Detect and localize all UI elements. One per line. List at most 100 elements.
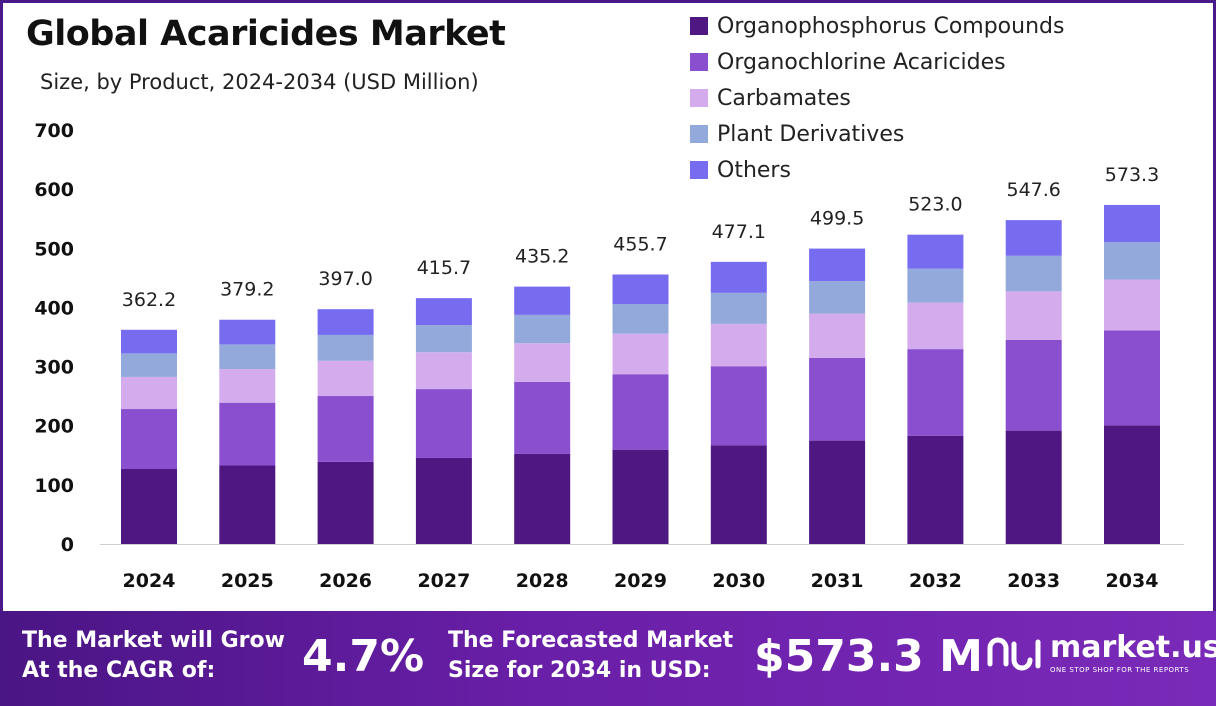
y-tick-label: 400 [34,297,74,319]
bar-total-label: 547.6 [1006,179,1060,201]
bar-segment-plant-derivatives [1005,255,1062,292]
bar-segment-organochlorine-acaricides [514,381,571,454]
forecast-label-line2: Size for 2034 in USD: [448,658,711,683]
bar-segment-organochlorine-acaricides [415,389,472,458]
bar-segment-plant-derivatives [121,353,177,377]
logo-tagline: ONE STOP SHOP FOR THE REPORTS [1050,666,1190,674]
bar-total-label: 435.2 [515,246,569,268]
bar-segment-others [1005,220,1062,256]
market-us-logo-icon [987,637,1041,670]
bar-segment-organophosphorus-compounds [1005,430,1062,544]
bar-segment-plant-derivatives [1104,242,1160,280]
cagr-label-line2: At the CAGR of: [22,658,216,683]
legend-item-others: Others [690,152,1064,188]
bar-segment-organophosphorus-compounds [121,469,177,544]
bar-segment-carbamates [514,343,571,382]
bar-segment-carbamates [907,302,964,350]
bar-segment-organochlorine-acaricides [219,402,276,466]
y-tick-label: 700 [34,120,74,142]
bar-segment-plant-derivatives [809,281,866,314]
bar-segment-organophosphorus-compounds [317,461,374,544]
bar-segment-others [219,319,276,345]
legend-item-organochlorine: Organochlorine Acaricides [690,44,1064,80]
forecast-value: $573.3 M [754,631,983,682]
legend-swatch-organochlorine [690,53,708,71]
footer-banner: The Market will Grow At the CAGR of: 4.7… [0,611,1216,706]
bar-segment-organophosphorus-compounds [612,449,669,544]
chart-legend: Organophosphorus Compounds Organochlorin… [690,8,1064,188]
legend-swatch-organophosphorus [690,17,708,35]
bar-total-label: 499.5 [810,208,864,230]
x-tick-label: 2034 [1106,570,1159,592]
legend-item-plant-derivatives: Plant Derivatives [690,116,1064,152]
x-tick-label: 2025 [221,570,274,592]
bar-segment-organophosphorus-compounds [219,465,276,544]
bar-total-label: 379.2 [220,279,274,301]
bar-segment-plant-derivatives [317,334,374,361]
legend-label-carbamates: Carbamates [717,85,851,111]
cagr-label: The Market will Grow At the CAGR of: [22,626,285,686]
legend-item-organophosphorus: Organophosphorus Compounds [690,8,1064,44]
y-tick-label: 500 [34,238,74,260]
bar-segment-organochlorine-acaricides [121,409,177,470]
legend-swatch-carbamates [690,89,708,107]
bar-segment-others [1104,204,1160,243]
y-tick-label: 300 [34,357,74,379]
bar-segment-carbamates [415,352,472,390]
bar-segment-others [514,286,571,315]
bar-segment-plant-derivatives [612,304,669,334]
legend-swatch-plant-derivatives [690,125,708,143]
x-tick-label: 2027 [417,570,470,592]
chart-subtitle: Size, by Product, 2024-2034 (USD Million… [40,70,479,94]
bar-segment-organochlorine-acaricides [612,374,669,450]
bar-segment-organophosphorus-compounds [514,453,571,544]
market-us-logo: market.us ONE STOP SHOP FOR THE REPORTS [986,633,1216,674]
bar-segment-plant-derivatives [907,268,964,303]
bar-segment-organophosphorus-compounds [907,435,964,544]
bar-segment-carbamates [1005,291,1062,340]
bar-segment-carbamates [121,376,177,410]
cagr-label-line1: The Market will Grow [22,628,285,653]
bar-segment-others [809,248,866,282]
bar-segment-organochlorine-acaricides [809,357,866,441]
logo-name: market.us [1050,630,1216,665]
x-tick-label: 2029 [614,570,667,592]
x-tick-label: 2026 [319,570,372,592]
forecast-label: The Forecasted Market Size for 2034 in U… [448,626,733,686]
bar-segment-organophosphorus-compounds [1104,425,1160,544]
bar-total-label: 415.7 [417,257,471,279]
bar-segment-carbamates [219,369,276,403]
x-tick-label: 2030 [712,570,765,592]
bar-total-label: 362.2 [122,289,176,311]
legend-swatch-others [690,161,708,179]
x-tick-label: 2028 [516,570,569,592]
bar-segment-plant-derivatives [219,344,276,370]
x-tick-label: 2031 [811,570,864,592]
cagr-value: 4.7% [302,631,425,682]
y-tick-label: 600 [34,179,74,201]
stacked-bar-chart: 0 100 200 300 400 500 600 700 362.2 2024 379.2 2025… [34,120,1184,592]
bar-segment-organophosphorus-compounds [710,445,767,544]
legend-label-organochlorine: Organochlorine Acaricides [717,49,1006,75]
bar-segment-carbamates [1104,279,1160,331]
forecast-label-line1: The Forecasted Market [448,628,734,653]
bar-segment-organophosphorus-compounds [809,440,866,544]
bar-segment-others [317,309,374,335]
x-tick-label: 2033 [1007,570,1060,592]
bar-segment-others [612,274,669,305]
bar-segment-plant-derivatives [415,325,472,353]
bar-segment-organochlorine-acaricides [317,396,374,462]
legend-item-carbamates: Carbamates [690,80,1064,116]
legend-label-organophosphorus: Organophosphorus Compounds [717,13,1065,39]
bar-segment-organochlorine-acaricides [1005,339,1062,431]
bar-segment-carbamates [612,333,669,375]
x-tick-label: 2024 [123,570,176,592]
legend-label-others: Others [717,157,791,183]
bar-segment-organochlorine-acaricides [907,349,964,436]
bar-segment-organophosphorus-compounds [415,457,472,544]
legend-label-plant-derivatives: Plant Derivatives [717,121,905,147]
bar-segment-carbamates [809,313,866,358]
bar-segment-carbamates [710,323,767,367]
bar-segment-carbamates [317,360,374,397]
